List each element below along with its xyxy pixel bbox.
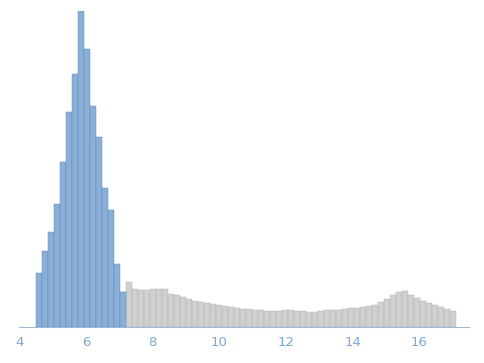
Bar — [258, 310, 264, 327]
Bar — [91, 106, 96, 327]
Bar — [193, 301, 198, 327]
Bar — [283, 310, 288, 327]
Bar — [271, 311, 276, 327]
Bar — [60, 163, 66, 327]
Bar — [324, 310, 331, 327]
Bar — [384, 299, 391, 327]
Bar — [276, 311, 283, 327]
Bar — [373, 305, 378, 327]
Bar — [174, 295, 181, 327]
Bar — [421, 301, 426, 327]
Bar — [108, 210, 114, 327]
Bar — [288, 310, 294, 327]
Bar — [66, 112, 73, 327]
Bar — [216, 305, 223, 327]
Bar — [241, 309, 246, 327]
Bar — [168, 294, 174, 327]
Bar — [36, 273, 43, 327]
Bar — [444, 309, 451, 327]
Bar — [186, 299, 193, 327]
Bar — [198, 302, 204, 327]
Bar — [73, 74, 78, 327]
Bar — [96, 137, 103, 327]
Bar — [294, 311, 301, 327]
Bar — [414, 298, 421, 327]
Bar — [54, 204, 60, 327]
Bar — [211, 304, 216, 327]
Bar — [343, 309, 348, 327]
Bar — [121, 292, 126, 327]
Bar — [366, 306, 373, 327]
Bar — [354, 308, 361, 327]
Bar — [253, 310, 258, 327]
Bar — [228, 307, 234, 327]
Bar — [114, 297, 121, 327]
Bar — [331, 310, 336, 327]
Bar — [133, 289, 138, 327]
Bar — [378, 302, 384, 327]
Bar — [408, 295, 414, 327]
Bar — [151, 289, 156, 327]
Bar — [246, 309, 253, 327]
Bar — [204, 303, 211, 327]
Bar — [426, 303, 433, 327]
Bar — [114, 264, 121, 327]
Bar — [403, 291, 408, 327]
Bar — [336, 310, 343, 327]
Bar — [301, 311, 306, 327]
Bar — [391, 295, 396, 327]
Bar — [144, 290, 151, 327]
Bar — [43, 251, 48, 327]
Bar — [439, 307, 444, 327]
Bar — [163, 289, 168, 327]
Bar — [264, 311, 271, 327]
Bar — [121, 292, 126, 327]
Bar — [451, 311, 456, 327]
Bar — [138, 290, 144, 327]
Bar — [126, 282, 133, 327]
Bar — [396, 292, 403, 327]
Bar — [348, 309, 354, 327]
Bar — [156, 289, 163, 327]
Bar — [306, 311, 313, 327]
Bar — [84, 49, 91, 327]
Bar — [181, 297, 186, 327]
Bar — [223, 306, 228, 327]
Bar — [78, 11, 84, 327]
Bar — [234, 308, 241, 327]
Bar — [318, 311, 324, 327]
Bar — [313, 311, 318, 327]
Bar — [433, 305, 439, 327]
Bar — [48, 232, 54, 327]
Bar — [103, 188, 108, 327]
Bar — [361, 307, 366, 327]
